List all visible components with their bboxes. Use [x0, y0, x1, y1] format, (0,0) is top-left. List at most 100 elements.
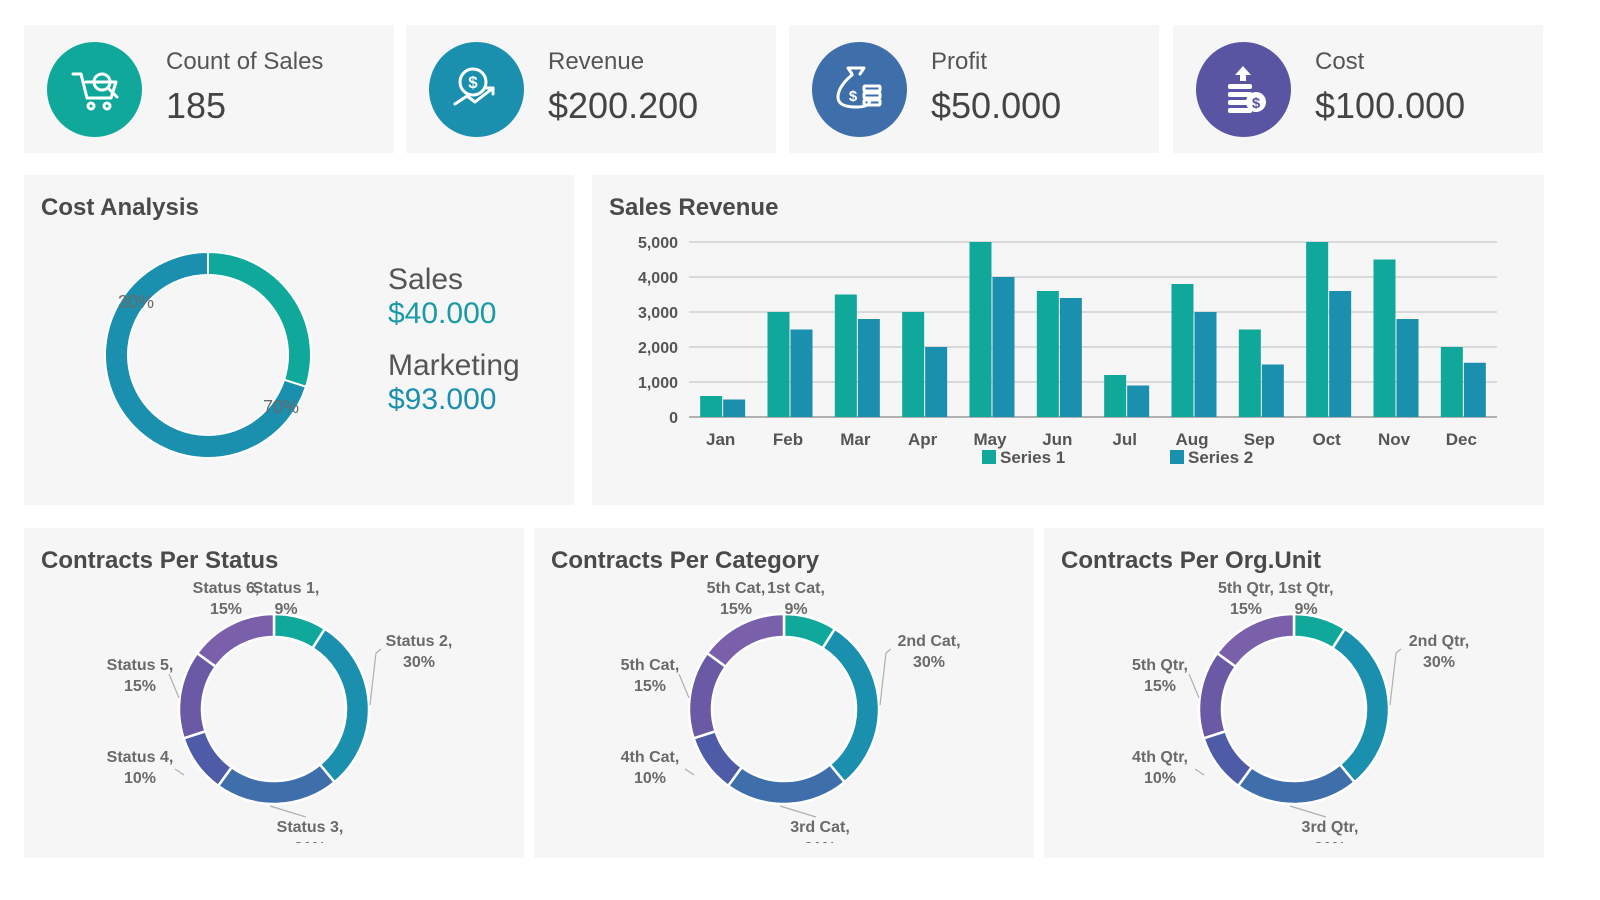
svg-text:$: $: [849, 88, 858, 105]
bar: [1329, 291, 1352, 417]
legend-label: Series 1: [1000, 448, 1065, 467]
sales-revenue-panel: Sales Revenue 0 1,000 2,000 3,000 4,000 5,000…: [592, 175, 1544, 505]
donut-slice: [177, 651, 218, 740]
data-label: Status 5,: [107, 657, 174, 674]
donut-slice: [1202, 729, 1254, 788]
marketing-legend-label: Marketing: [388, 349, 520, 382]
data-label: 30%: [1423, 654, 1455, 671]
bar: [925, 347, 948, 417]
bar: [834, 294, 857, 417]
data-label: 15%: [124, 678, 156, 695]
y-tick-label: 1,000: [638, 375, 678, 392]
data-label: 10%: [124, 770, 156, 787]
data-label: 10%: [634, 770, 666, 787]
data-label: 5th Cat,: [707, 580, 766, 597]
donut-slice: [207, 250, 312, 389]
data-label: Status 3,: [277, 819, 344, 836]
kpi-value: $200.200: [548, 85, 699, 126]
data-label: 2nd Cat,: [897, 633, 960, 650]
data-label: 30%: [118, 292, 154, 312]
bar: [1104, 375, 1127, 417]
donut-slice: [692, 729, 744, 788]
svg-text:$: $: [468, 73, 478, 92]
money-bag-icon: $: [812, 42, 907, 137]
contracts-per-org-unit-panel: Contracts Per Org.Unit 1st Qtr, 9% 2nd Qtr…: [1044, 528, 1544, 858]
bar: [1194, 312, 1217, 417]
data-label: 9%: [1294, 601, 1317, 618]
x-tick-label: Apr: [908, 430, 938, 449]
y-tick-label: 2,000: [638, 340, 678, 357]
data-label: 15%: [1230, 601, 1262, 618]
data-label: 1st Cat,: [767, 580, 825, 597]
bar: [1306, 242, 1329, 417]
kpi-label: Cost: [1315, 48, 1365, 75]
leader-line: [1389, 648, 1402, 706]
leader-line: [879, 648, 892, 706]
kpi-label: Profit: [931, 48, 988, 75]
bar: [1396, 319, 1419, 417]
y-tick-label: 0: [669, 410, 678, 427]
donut-slice: [195, 612, 276, 669]
bar: [767, 312, 790, 417]
contracts-per-status-panel: Contracts Per Status Status 1, 9% Status 2…: [24, 528, 524, 858]
bar: [1261, 364, 1284, 417]
leader-line: [369, 648, 382, 706]
donut-slice: [104, 250, 308, 459]
legend-swatch: [1170, 450, 1184, 464]
y-tick-label: 4,000: [638, 270, 678, 287]
kpi-label: Revenue: [548, 48, 645, 75]
kpi-card-sales-count: Count of Sales 185: [24, 25, 394, 153]
data-label: 2nd Qtr,: [1409, 633, 1469, 650]
bar: [1127, 385, 1150, 417]
data-label: 5th Cat,: [621, 657, 680, 674]
bar: [1373, 259, 1396, 417]
donut-slice: [1236, 762, 1357, 806]
y-tick-label: 5,000: [638, 235, 678, 252]
kpi-value: $50.000: [931, 85, 1062, 126]
bar: [1440, 347, 1463, 417]
x-tick-label: Mar: [840, 430, 871, 449]
kpi-value: $100.000: [1315, 85, 1466, 126]
x-tick-label: Jan: [706, 430, 735, 449]
bar: [992, 277, 1015, 417]
x-tick-label: Nov: [1378, 430, 1411, 449]
data-label: Status 4,: [107, 749, 174, 766]
bar: [790, 329, 813, 417]
donut-slice: [182, 729, 234, 788]
data-label: 21%: [294, 840, 326, 843]
leader-line: [1188, 673, 1200, 699]
donut-slice: [726, 762, 847, 806]
sales-legend-label: Sales: [388, 263, 464, 296]
data-label: Status 6,: [193, 580, 260, 597]
data-label: 10%: [1144, 770, 1176, 787]
bar: [1036, 291, 1059, 417]
data-label: 15%: [634, 678, 666, 695]
donut-slice: [310, 627, 371, 784]
data-label: 3rd Cat,: [790, 819, 850, 836]
x-tick-label: Jul: [1112, 430, 1137, 449]
donut-slice: [687, 651, 728, 740]
data-label: 70%: [263, 397, 299, 417]
cost-analysis-donut-chart: 30% 70%: [104, 250, 312, 459]
bar: [1238, 329, 1261, 417]
data-label: Status 2,: [386, 633, 453, 650]
donut-slice: [1330, 627, 1391, 784]
x-tick-label: Aug: [1175, 430, 1208, 449]
data-label: 15%: [720, 601, 752, 618]
data-label: 30%: [403, 654, 435, 671]
marketing-legend-value: $93.000: [388, 383, 497, 416]
cost-analysis-panel: Cost Analysis 30% 70% Sales $40.000 Marke…: [24, 175, 574, 505]
bar: [969, 242, 992, 417]
data-label: 9%: [274, 601, 297, 618]
svg-text:$: $: [1252, 95, 1261, 112]
kpi-value: 185: [166, 85, 227, 126]
leader-line: [684, 768, 695, 776]
contracts-per-org-unit-donut-chart: 1st Qtr, 9% 2nd Qtr, 30% 3rd Qtr, 21% 4th Qtr,…: [1132, 580, 1469, 843]
x-tick-label: Sep: [1244, 430, 1275, 449]
x-tick-label: Oct: [1312, 430, 1341, 449]
sales-revenue-bar-chart: 0 1,000 2,000 3,000 4,000 5,000 Jan Feb Mar Apr Ma…: [638, 235, 1497, 467]
x-tick-label: Feb: [773, 430, 803, 449]
leader-line: [269, 805, 307, 818]
contracts-per-category-donut-chart: 1st Cat, 9% 2nd Cat, 30% 3rd Cat, 21% 4th Cat,…: [621, 580, 961, 843]
kpi-card-revenue: $ Revenue $200.200: [406, 25, 776, 153]
